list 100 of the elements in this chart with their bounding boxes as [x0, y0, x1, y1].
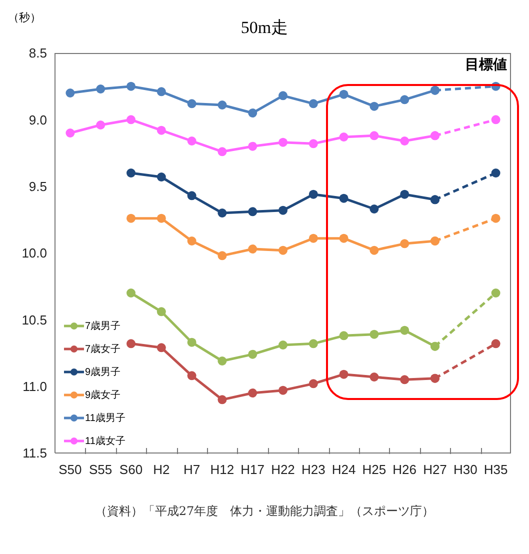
point — [370, 330, 379, 339]
point — [156, 343, 166, 352]
point — [156, 126, 166, 135]
point — [400, 95, 410, 104]
point — [248, 244, 258, 254]
point — [66, 88, 75, 98]
legend-label: 11歳男子 — [85, 412, 126, 426]
point — [400, 326, 410, 335]
legend-label: 7歳男子 — [85, 320, 121, 334]
y-axis-title: （秒） — [8, 10, 41, 25]
point — [339, 370, 348, 379]
x-tick-label: H24 — [332, 462, 356, 478]
x-tick-label: H26 — [392, 462, 417, 478]
legend-label: 9歳女子 — [85, 388, 121, 402]
point — [156, 307, 166, 316]
point — [218, 147, 227, 156]
point — [248, 350, 258, 359]
legend-label: 7歳女子 — [85, 342, 121, 356]
point — [400, 136, 410, 146]
point — [400, 375, 410, 384]
point — [187, 136, 196, 146]
y-tick-label: 9.0 — [28, 112, 47, 128]
point — [370, 246, 379, 255]
point — [308, 139, 318, 148]
x-tick-label: H25 — [362, 462, 386, 478]
point — [187, 236, 196, 246]
point — [248, 142, 258, 151]
point — [339, 90, 348, 99]
point — [339, 132, 348, 142]
x-tick-label: H30 — [453, 462, 478, 478]
x-tick-label: H12 — [210, 462, 234, 478]
x-tick-label: H17 — [240, 462, 265, 478]
point — [248, 108, 258, 118]
x-tick-label: S55 — [89, 462, 112, 478]
y-tick-label: 10.5 — [22, 312, 47, 328]
point — [96, 120, 106, 130]
x-tick-label: H23 — [301, 462, 326, 478]
legend-label: 11歳女子 — [85, 434, 126, 448]
point — [156, 87, 166, 96]
point — [126, 82, 136, 91]
point — [308, 339, 318, 348]
point — [491, 288, 500, 298]
point — [491, 339, 500, 348]
point — [96, 84, 106, 94]
point — [491, 115, 500, 124]
point — [278, 340, 288, 350]
point — [278, 246, 288, 255]
x-tick-label: H35 — [484, 462, 508, 478]
point — [218, 356, 227, 366]
x-tick-label: H2 — [153, 462, 170, 478]
point — [126, 115, 136, 124]
x-tick-label: S50 — [58, 462, 82, 478]
y-tick-label: 9.5 — [28, 178, 47, 194]
x-tick-label: H7 — [183, 462, 200, 478]
point — [218, 395, 227, 404]
point — [308, 234, 318, 243]
point — [370, 204, 379, 214]
point — [126, 288, 136, 298]
point — [66, 128, 75, 138]
point — [370, 372, 379, 382]
y-tick-label: 8.5 — [28, 46, 47, 61]
y-tick-label: 10.0 — [22, 246, 47, 261]
point — [339, 331, 348, 340]
point — [278, 386, 288, 395]
point — [370, 102, 379, 111]
point — [278, 138, 288, 147]
point — [400, 190, 410, 199]
x-tick-label: H27 — [423, 462, 447, 478]
point — [308, 190, 318, 199]
point — [187, 99, 196, 108]
point — [156, 172, 166, 182]
x-tick-label: S60 — [119, 462, 143, 478]
point — [187, 191, 196, 200]
point — [308, 379, 318, 388]
point — [278, 91, 288, 100]
point — [491, 214, 500, 223]
chart-title: 50m走 — [240, 18, 288, 37]
point — [278, 206, 288, 215]
point — [126, 214, 136, 223]
y-tick-label: 11.0 — [22, 378, 47, 394]
point — [339, 194, 348, 203]
text: （資料）「平成27年度 体力・運動能力調査」（スポーツ庁） — [94, 503, 436, 520]
point — [370, 131, 379, 140]
point — [248, 388, 258, 398]
x-tick-label: H22 — [271, 462, 295, 478]
point — [187, 371, 196, 380]
point — [126, 339, 136, 348]
y-tick-label: 11.5 — [22, 446, 47, 461]
point — [126, 168, 136, 178]
point — [187, 338, 196, 347]
point — [218, 208, 227, 218]
point — [156, 214, 166, 223]
point — [400, 239, 410, 248]
point — [218, 100, 227, 110]
point — [218, 251, 227, 260]
legend-label: 9歳男子 — [85, 366, 121, 380]
point — [308, 99, 318, 108]
point — [339, 234, 348, 243]
annotation: 目標値 — [465, 56, 507, 74]
point — [248, 207, 258, 216]
